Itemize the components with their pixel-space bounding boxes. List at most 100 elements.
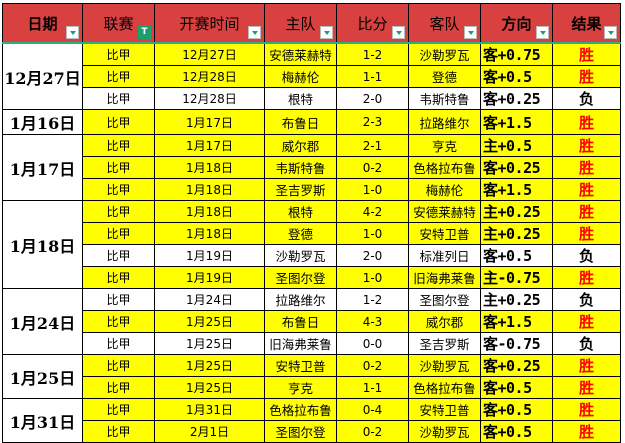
away-team-cell[interactable]: 威尔郡 [408, 310, 481, 333]
league-cell[interactable]: 比甲 [82, 376, 155, 399]
result-cell[interactable]: 负 [552, 332, 621, 355]
score-cell[interactable]: 2-0 [336, 244, 409, 267]
filter-dropdown-icon[interactable] [464, 26, 477, 39]
home-team-cell[interactable]: 亨克 [264, 376, 337, 399]
result-cell[interactable]: 胜 [552, 420, 621, 443]
away-team-cell[interactable]: 沙勒罗瓦 [408, 420, 481, 443]
kickoff-cell[interactable]: 1月24日 [154, 288, 265, 311]
filter-active-icon[interactable]: T [138, 26, 151, 39]
result-cell[interactable]: 胜 [552, 266, 621, 289]
home-team-cell[interactable]: 安特卫普 [264, 354, 337, 377]
score-cell[interactable]: 2-3 [336, 109, 409, 135]
kickoff-cell[interactable]: 1月18日 [154, 178, 265, 201]
home-team-cell[interactable]: 登德 [264, 222, 337, 245]
direction-cell[interactable]: 主+0.25 [480, 288, 553, 311]
direction-cell[interactable]: 主-0.75 [480, 266, 553, 289]
result-cell[interactable]: 胜 [552, 398, 621, 421]
date-cell[interactable]: 1月31日 [2, 398, 83, 443]
away-team-cell[interactable]: 沙勒罗瓦 [408, 42, 481, 66]
result-cell[interactable]: 胜 [552, 200, 621, 223]
direction-cell[interactable]: 客+0.5 [480, 376, 553, 399]
result-cell[interactable]: 胜 [552, 42, 621, 66]
home-team-cell[interactable]: 圣图尔登 [264, 420, 337, 443]
away-team-cell[interactable]: 登德 [408, 65, 481, 88]
home-team-cell[interactable]: 圣图尔登 [264, 266, 337, 289]
kickoff-cell[interactable]: 12月28日 [154, 65, 265, 88]
score-cell[interactable]: 1-1 [336, 65, 409, 88]
kickoff-cell[interactable]: 1月25日 [154, 332, 265, 355]
league-cell[interactable]: 比甲 [82, 222, 155, 245]
kickoff-cell[interactable]: 1月18日 [154, 222, 265, 245]
home-team-cell[interactable]: 梅赫伦 [264, 65, 337, 88]
kickoff-cell[interactable]: 1月19日 [154, 266, 265, 289]
result-cell[interactable]: 胜 [552, 222, 621, 245]
result-cell[interactable]: 负 [552, 244, 621, 267]
home-team-cell[interactable]: 根特 [264, 200, 337, 223]
kickoff-cell[interactable]: 1月25日 [154, 310, 265, 333]
direction-cell[interactable]: 客-0.75 [480, 332, 553, 355]
result-cell[interactable]: 胜 [552, 134, 621, 157]
direction-cell[interactable]: 客+0.5 [480, 398, 553, 421]
away-team-cell[interactable]: 亨克 [408, 134, 481, 157]
filter-dropdown-icon[interactable] [66, 26, 79, 39]
league-cell[interactable]: 比甲 [82, 310, 155, 333]
home-team-cell[interactable]: 沙勒罗瓦 [264, 244, 337, 267]
league-cell[interactable]: 比甲 [82, 156, 155, 179]
result-cell[interactable]: 胜 [552, 156, 621, 179]
direction-cell[interactable]: 主+0.25 [480, 222, 553, 245]
score-cell[interactable]: 1-0 [336, 266, 409, 289]
league-cell[interactable]: 比甲 [82, 266, 155, 289]
kickoff-cell[interactable]: 1月17日 [154, 109, 265, 135]
direction-cell[interactable]: 客+1.5 [480, 109, 553, 135]
home-team-cell[interactable]: 旧海弗莱鲁 [264, 332, 337, 355]
kickoff-cell[interactable]: 1月25日 [154, 354, 265, 377]
result-cell[interactable]: 胜 [552, 310, 621, 333]
date-cell[interactable]: 1月18日 [2, 200, 83, 289]
home-team-cell[interactable]: 韦斯特鲁 [264, 156, 337, 179]
league-cell[interactable]: 比甲 [82, 398, 155, 421]
away-team-cell[interactable]: 色格拉布鲁 [408, 376, 481, 399]
home-team-cell[interactable]: 根特 [264, 87, 337, 110]
result-cell[interactable]: 胜 [552, 354, 621, 377]
date-cell[interactable]: 1月17日 [2, 134, 83, 201]
score-cell[interactable]: 2-0 [336, 87, 409, 110]
away-team-cell[interactable]: 韦斯特鲁 [408, 87, 481, 110]
direction-cell[interactable]: 客+0.25 [480, 156, 553, 179]
away-team-cell[interactable]: 拉路维尔 [408, 109, 481, 135]
filter-dropdown-icon[interactable] [392, 26, 405, 39]
direction-cell[interactable]: 客+0.5 [480, 244, 553, 267]
away-team-cell[interactable]: 旧海弗莱鲁 [408, 266, 481, 289]
league-cell[interactable]: 比甲 [82, 109, 155, 135]
result-cell[interactable]: 胜 [552, 178, 621, 201]
score-cell[interactable]: 2-1 [336, 134, 409, 157]
home-team-cell[interactable]: 威尔郡 [264, 134, 337, 157]
league-cell[interactable]: 比甲 [82, 332, 155, 355]
result-cell[interactable]: 胜 [552, 376, 621, 399]
direction-cell[interactable]: 客+0.25 [480, 87, 553, 110]
direction-cell[interactable]: 客+0.75 [480, 42, 553, 66]
home-team-cell[interactable]: 布鲁日 [264, 109, 337, 135]
direction-cell[interactable]: 主+0.25 [480, 200, 553, 223]
result-cell[interactable]: 负 [552, 87, 621, 110]
direction-cell[interactable]: 客+1.5 [480, 178, 553, 201]
away-team-cell[interactable]: 安特卫普 [408, 222, 481, 245]
direction-cell[interactable]: 客+0.25 [480, 354, 553, 377]
result-cell[interactable]: 负 [552, 288, 621, 311]
league-cell[interactable]: 比甲 [82, 65, 155, 88]
league-cell[interactable]: 比甲 [82, 288, 155, 311]
away-team-cell[interactable]: 安德莱赫特 [408, 200, 481, 223]
direction-cell[interactable]: 客+1.5 [480, 310, 553, 333]
date-cell[interactable]: 1月25日 [2, 354, 83, 399]
kickoff-cell[interactable]: 1月19日 [154, 244, 265, 267]
direction-cell[interactable]: 客+0.5 [480, 420, 553, 443]
away-team-cell[interactable]: 色格拉布鲁 [408, 156, 481, 179]
score-cell[interactable]: 1-2 [336, 288, 409, 311]
away-team-cell[interactable]: 沙勒罗瓦 [408, 354, 481, 377]
direction-cell[interactable]: 主+0.5 [480, 134, 553, 157]
filter-dropdown-icon[interactable] [604, 26, 617, 39]
kickoff-cell[interactable]: 1月17日 [154, 134, 265, 157]
league-cell[interactable]: 比甲 [82, 87, 155, 110]
score-cell[interactable]: 0-2 [336, 354, 409, 377]
away-team-cell[interactable]: 标准列日 [408, 244, 481, 267]
league-cell[interactable]: 比甲 [82, 42, 155, 66]
